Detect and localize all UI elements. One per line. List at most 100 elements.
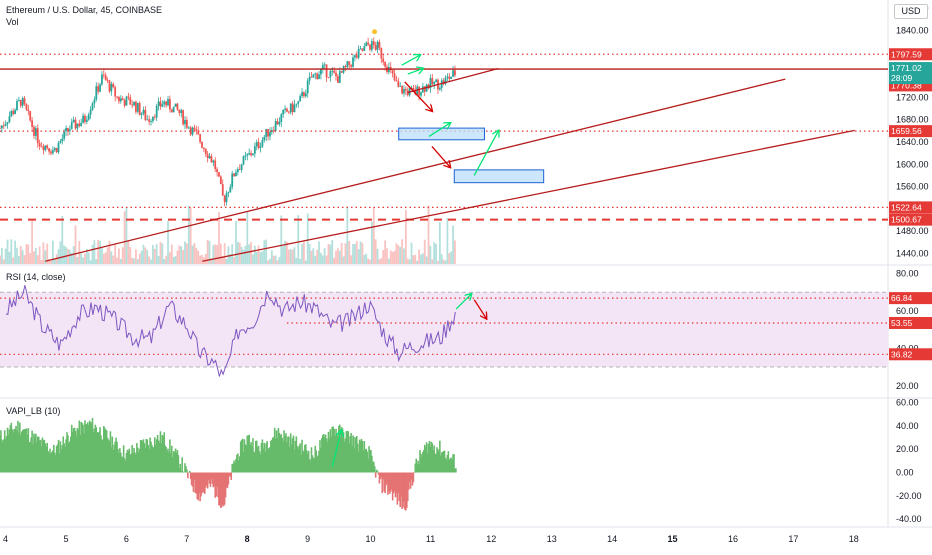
volume-bar	[395, 243, 398, 264]
candle-body	[199, 134, 202, 142]
volume-bar	[423, 239, 426, 264]
volume-bar	[36, 255, 39, 264]
volume-bar	[91, 244, 94, 264]
candle-body	[153, 116, 156, 118]
time-axis-tick: 6	[124, 534, 129, 544]
volume-bar	[399, 246, 402, 264]
volume-bar	[121, 247, 124, 264]
candle-body	[135, 101, 137, 112]
price-forecast-arrow	[473, 131, 498, 176]
price-axis-tick: 1560.00	[896, 182, 929, 192]
candle-body	[142, 109, 145, 114]
price-axis-tick: 1480.00	[896, 226, 929, 236]
volume-bar	[404, 209, 407, 264]
candle-body	[61, 138, 64, 142]
candle-body	[167, 99, 169, 106]
volume-bar	[325, 255, 328, 264]
candle-body	[159, 101, 162, 107]
volume-bar	[129, 247, 132, 264]
volume-bar	[51, 240, 54, 264]
candle-body	[353, 55, 356, 58]
candles-group	[0, 37, 456, 207]
volume-bar	[136, 259, 139, 264]
candle-body	[240, 164, 243, 170]
volume-bar	[348, 240, 351, 264]
candle-body	[337, 76, 339, 83]
time-axis-tick: 17	[788, 534, 798, 544]
currency-selector[interactable]: USD	[894, 4, 928, 19]
candle-body	[114, 87, 117, 97]
volume-bar	[33, 251, 35, 264]
candle-body	[42, 146, 45, 151]
volume-bar	[386, 248, 388, 264]
time-axis-tick: 4	[3, 534, 8, 544]
candle-body	[57, 143, 60, 153]
candle-body	[87, 114, 90, 120]
candle-body	[185, 119, 188, 128]
candle-body	[138, 103, 141, 115]
volume-bar	[0, 248, 3, 264]
candle-body	[78, 123, 81, 126]
volume-bar	[155, 244, 158, 264]
volume-label: Vol	[6, 17, 19, 27]
candle-body	[131, 104, 134, 106]
price-forecast-arrow	[404, 81, 432, 111]
price-axis-tick: 1440.00	[896, 248, 929, 258]
volume-bar	[272, 255, 275, 264]
volume-bar	[195, 247, 198, 264]
candle-body	[133, 101, 135, 106]
candle-body	[316, 73, 319, 80]
candle-body	[454, 70, 456, 76]
candle-body	[401, 85, 403, 94]
volume-bar	[14, 240, 17, 264]
volume-bar	[304, 260, 307, 264]
candle-body	[414, 89, 417, 95]
candle-body	[148, 119, 151, 122]
candle-body	[221, 184, 224, 196]
volume-bar	[270, 250, 273, 264]
rsi-line	[5, 285, 456, 377]
volume-bar	[127, 240, 130, 264]
volume-bar	[72, 246, 75, 264]
volume-bar	[450, 251, 453, 264]
candle-body	[189, 127, 192, 135]
volume-bar	[380, 258, 383, 264]
volume-bar	[295, 257, 298, 264]
time-axis-tick: 13	[547, 534, 557, 544]
volume-bar	[212, 245, 215, 264]
volume-bar	[257, 245, 260, 264]
time-axis-tick: 14	[607, 534, 617, 544]
candle-body	[89, 109, 92, 115]
candle-body	[261, 140, 264, 147]
candle-body	[297, 101, 300, 104]
volume-bar	[182, 249, 185, 264]
volume-bar	[101, 248, 103, 264]
volume-bar	[123, 211, 126, 264]
volume-bar	[197, 250, 200, 264]
volume-bar	[401, 239, 403, 264]
price-level-tag-bg	[889, 48, 932, 61]
candle-body	[246, 154, 249, 156]
candle-body	[321, 64, 324, 70]
rsi-level-tag-bg	[889, 292, 932, 305]
candle-body	[70, 122, 73, 130]
rsi-level-tag-bg	[889, 348, 932, 361]
candle-body	[242, 156, 245, 165]
candle-body	[104, 75, 107, 81]
price-level-tag: 1522.64	[891, 202, 922, 212]
candle-body	[429, 78, 432, 89]
candle-body	[238, 169, 241, 170]
candle-body	[187, 127, 190, 129]
volume-bar	[318, 241, 320, 264]
candle-body	[393, 73, 396, 81]
candle-body	[350, 65, 353, 67]
candle-body	[53, 148, 56, 151]
candle-body	[250, 153, 252, 156]
volume-bar	[391, 251, 394, 264]
candle-body	[118, 96, 120, 102]
vapi-axis-tick: 40.00	[896, 421, 919, 431]
time-axis-tick: 10	[365, 534, 375, 544]
candle-body	[418, 86, 420, 96]
